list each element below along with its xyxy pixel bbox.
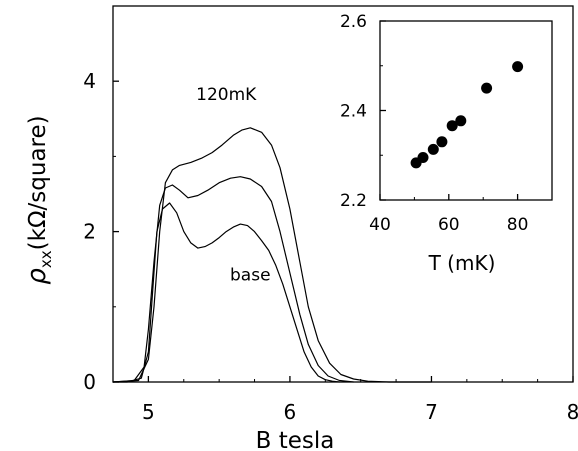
main-annotation-1: base bbox=[230, 265, 271, 285]
main-x-tick-label: 8 bbox=[567, 400, 578, 424]
inset-x-tick-label: 60 bbox=[438, 215, 460, 235]
main-x-axis-label: B tesla bbox=[256, 428, 335, 451]
inset-data-point bbox=[455, 115, 467, 127]
inset-data-point bbox=[417, 152, 429, 163]
main-y-axis-label: ρxx(kΩ/square) bbox=[22, 115, 55, 284]
inset-plot: 40 60 80 2.2 2.4 2.6 T (mK) bbox=[340, 12, 553, 275]
inset-y-tick-label: 2.2 bbox=[340, 191, 367, 211]
inset-data-point bbox=[427, 143, 439, 155]
inset-data-point bbox=[446, 120, 458, 132]
inset-x-axis-label: T (mK) bbox=[428, 251, 496, 275]
main-x-tick-label: 6 bbox=[284, 400, 297, 424]
inset-data-point bbox=[436, 136, 448, 148]
main-plot-frame bbox=[112, 5, 574, 383]
main-series-line-1 bbox=[112, 176, 354, 383]
main-annotation-0: 120mK bbox=[196, 85, 257, 105]
inset-y-tick-label: 2.6 bbox=[340, 12, 367, 32]
inset-x-tick-label: 40 bbox=[369, 215, 391, 235]
inset-data-point bbox=[512, 61, 524, 73]
main-y-tick-label: 2 bbox=[83, 220, 96, 244]
inset-y-tick-label: 2.4 bbox=[340, 102, 367, 122]
inset-data-point bbox=[481, 82, 493, 94]
main-y-tick-label: 4 bbox=[83, 69, 96, 93]
main-y-tick-label: 0 bbox=[83, 370, 96, 394]
inset-plot-frame bbox=[379, 20, 553, 201]
main-x-tick-label: 5 bbox=[142, 400, 155, 424]
main-series-line-2 bbox=[112, 127, 432, 383]
main-x-tick-label: 7 bbox=[425, 400, 438, 424]
inset-x-tick-label: 80 bbox=[507, 215, 529, 235]
